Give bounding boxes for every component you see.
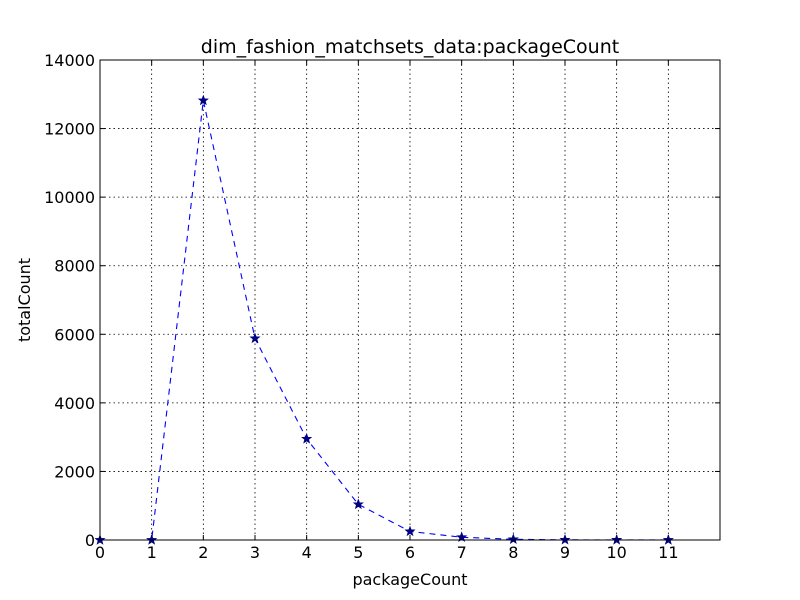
x-tick-label: 8 — [508, 543, 518, 562]
x-tick-label: 1 — [147, 543, 157, 562]
y-tick-label: 14000 — [44, 51, 95, 70]
data-point-star — [352, 498, 364, 510]
x-tick-label: 4 — [302, 543, 312, 562]
x-tick-label: 3 — [250, 543, 260, 562]
chart-title: dim_fashion_matchsets_data:packageCount — [201, 36, 619, 58]
data-point-star — [507, 533, 519, 545]
y-tick-label: 0 — [85, 531, 95, 550]
y-axis-label: totalCount — [15, 258, 34, 342]
data-point-star — [404, 525, 416, 537]
x-tick-label: 10 — [606, 543, 626, 562]
data-point-star — [611, 534, 623, 545]
data-point-star — [559, 533, 571, 545]
plot-frame — [99, 59, 721, 541]
x-tick-label: 2 — [198, 543, 208, 562]
data-point-star — [662, 534, 674, 545]
x-tick-label: 0 — [95, 543, 105, 562]
y-tick-label: 2000 — [54, 462, 95, 481]
x-tick-label: 7 — [457, 543, 467, 562]
data-point-star — [456, 531, 468, 542]
y-tick-label: 12000 — [44, 120, 95, 139]
data-point-star — [197, 94, 209, 106]
y-tick-label: 6000 — [54, 325, 95, 344]
y-tick-label: 4000 — [54, 394, 95, 413]
data-point-star — [249, 332, 261, 344]
x-tick-label: 6 — [405, 543, 415, 562]
grid — [99, 59, 720, 541]
y-tick-label: 8000 — [54, 257, 95, 276]
x-tick-label: 5 — [353, 543, 363, 562]
data-point-star — [301, 433, 313, 444]
y-tick-label: 10000 — [44, 188, 95, 207]
x-tick-label: 9 — [560, 543, 570, 562]
x-tick-label: 11 — [658, 543, 678, 562]
x-axis-label: packageCount — [352, 570, 467, 589]
